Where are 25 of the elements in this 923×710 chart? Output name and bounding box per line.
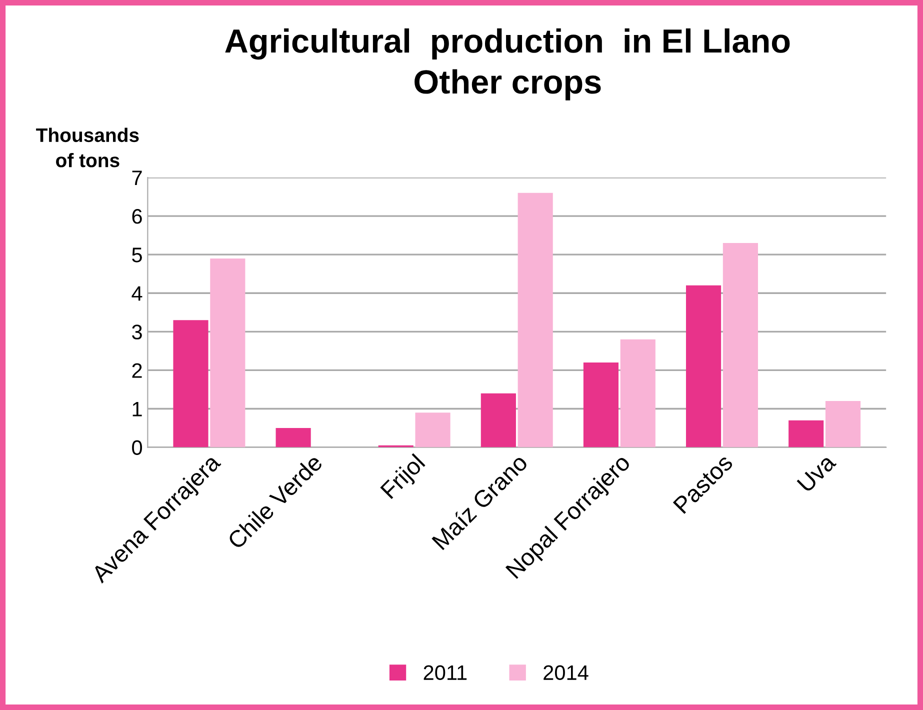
y-tick-label: 3 [132,324,142,340]
bar [788,420,824,448]
y-tick-label: 4 [132,286,142,301]
y-tick-label: 6 [132,209,142,224]
x-tick-label: Uva [796,452,837,493]
y-tick-label: 7 [132,170,142,186]
bar [276,428,311,448]
y-tick-label: 5 [132,248,142,262]
y-tick-label: 0 [132,440,142,456]
bar [583,362,619,448]
bar [415,412,450,448]
legend-label: 2014 [544,665,588,680]
bar [173,320,208,448]
y-tick-label: 1 [132,402,142,416]
chart-title: Agricultural production in El Llano Other crops [225,28,790,100]
bar [480,393,516,448]
legend-label: 2011 [424,665,467,680]
bar [518,192,553,448]
bar [722,243,758,448]
bar [686,285,722,448]
y-axis-title: Thousands of tons [36,128,139,168]
bar [210,258,246,448]
bar [825,401,861,448]
bar [620,339,656,448]
y-tick-label: 2 [132,363,142,378]
